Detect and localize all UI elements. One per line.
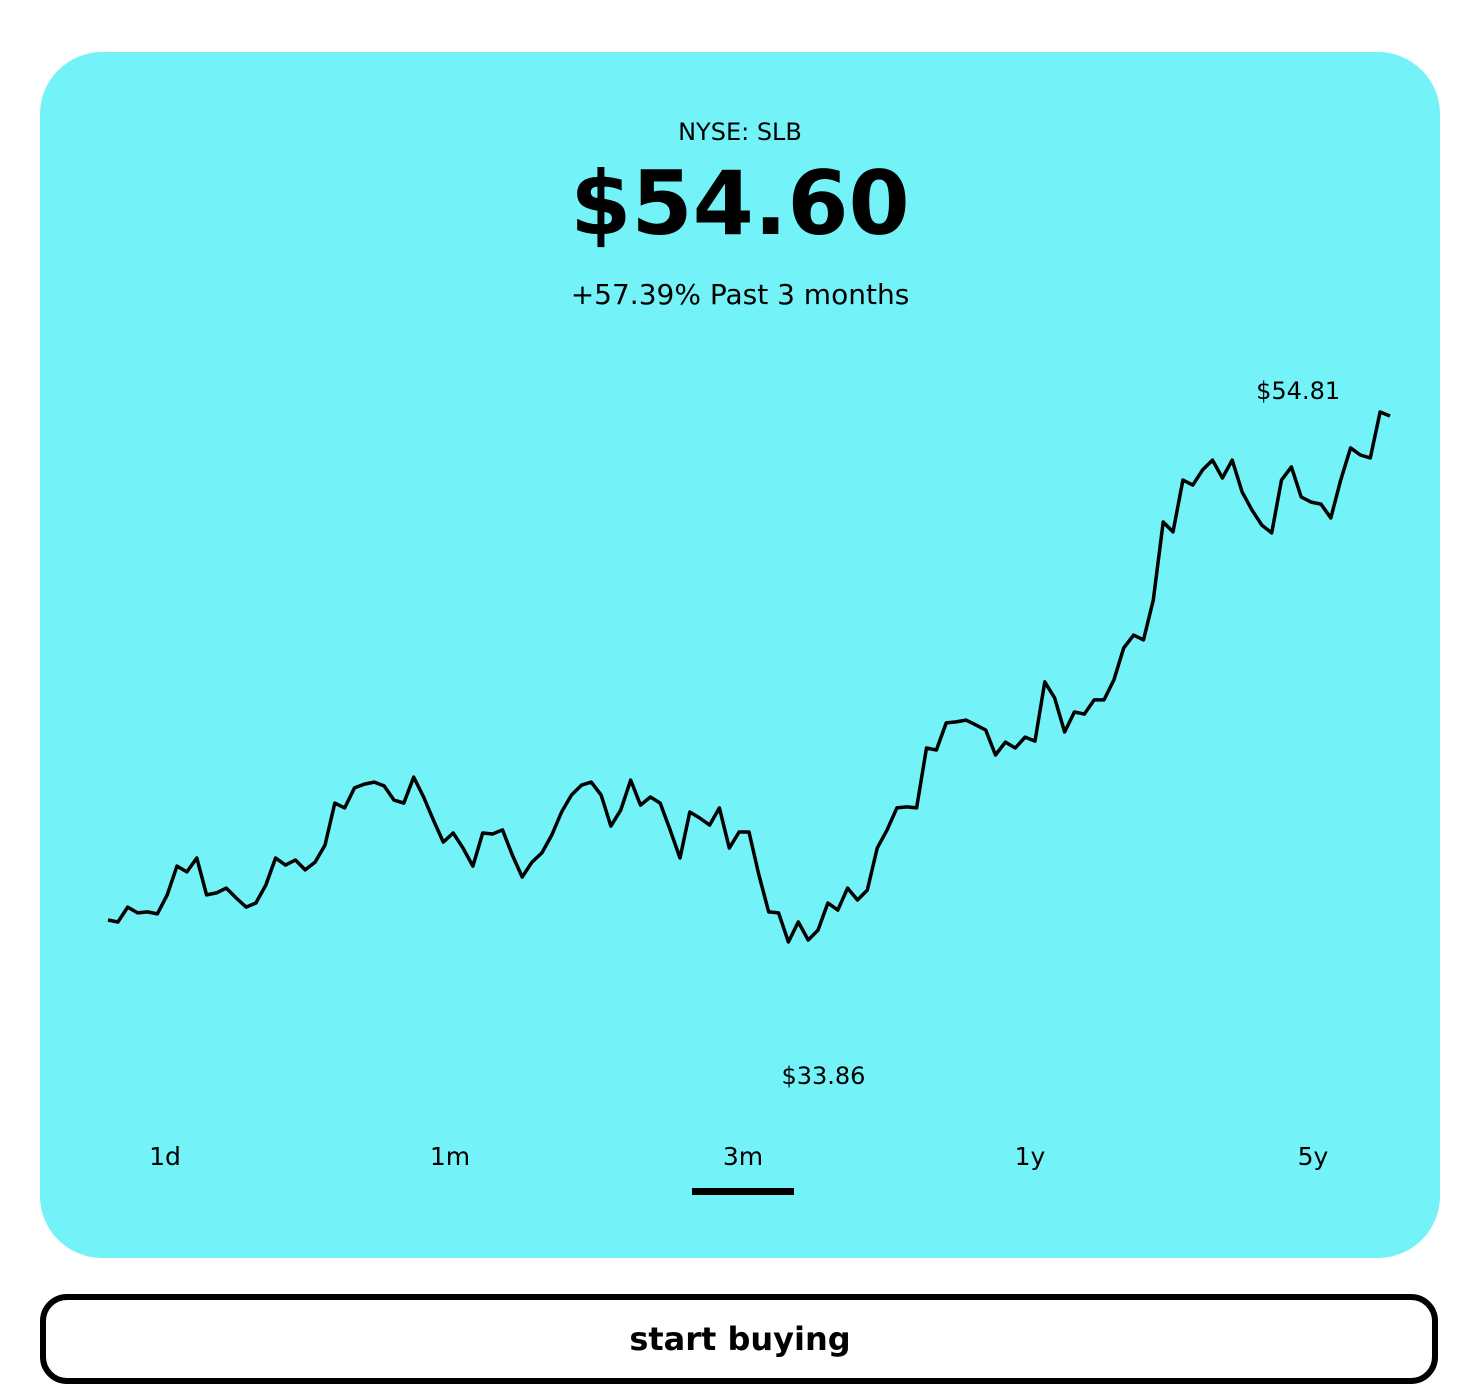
tab[interactable]: 1m [430, 1142, 470, 1171]
change: +57.39% Past 3 months [571, 278, 910, 311]
button-label[interactable]: start buying [629, 1320, 850, 1358]
card [40, 52, 1440, 1258]
exchange: NYSE: SLB [678, 118, 802, 146]
tab[interactable]: 3m [723, 1142, 763, 1171]
tab-underline [692, 1188, 794, 1195]
price-line [107, 410, 1391, 944]
min-label: $33.86 [781, 1062, 865, 1090]
price: $54.60 [570, 152, 910, 255]
tab[interactable]: 1d [149, 1142, 181, 1171]
tab[interactable]: 5y [1298, 1142, 1329, 1171]
start-button[interactable] [40, 1294, 1438, 1384]
tab[interactable]: 1y [1015, 1142, 1046, 1171]
chart: $54.81 $33.86 [107, 377, 1391, 1090]
tabs: 1d 1m 3m 1y 5y [149, 1142, 1329, 1195]
max-label: $54.81 [1256, 377, 1340, 405]
